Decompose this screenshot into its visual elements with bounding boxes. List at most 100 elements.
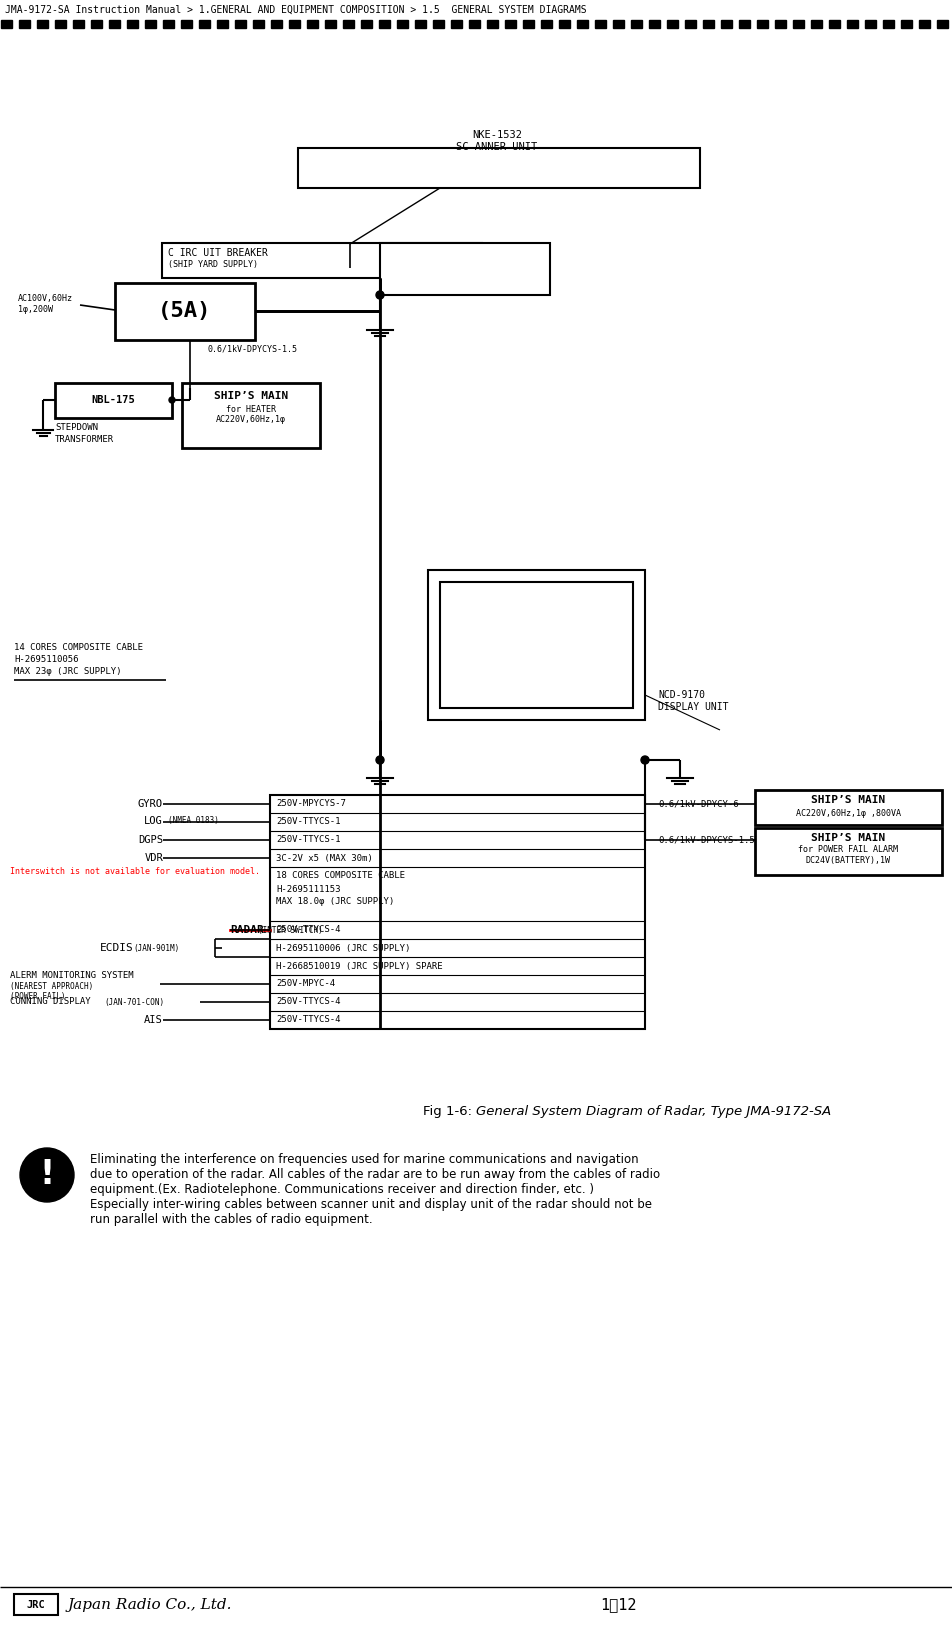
- Bar: [440, 582, 633, 708]
- Bar: [847, 20, 858, 28]
- Text: 250V-MPYCYS-7: 250V-MPYCYS-7: [276, 800, 346, 809]
- Text: 18 CORES COMPOSITE CABLE: 18 CORES COMPOSITE CABLE: [276, 871, 405, 881]
- Bar: [271, 20, 282, 28]
- Text: for HEATER: for HEATER: [226, 405, 276, 413]
- Bar: [469, 20, 480, 28]
- Text: RADAR: RADAR: [230, 925, 264, 934]
- Text: ALERM MONITORING SYSTEM: ALERM MONITORING SYSTEM: [10, 970, 133, 980]
- Text: DGPS: DGPS: [138, 835, 163, 845]
- Circle shape: [641, 756, 649, 764]
- Text: JMA-9172-SA Instruction Manual > 1.GENERAL AND EQUIPMENT COMPOSITION > 1.5  GENE: JMA-9172-SA Instruction Manual > 1.GENER…: [5, 5, 586, 15]
- Bar: [145, 20, 156, 28]
- Text: 250V-TTYCS-1: 250V-TTYCS-1: [276, 835, 341, 845]
- Text: Especially inter-wiring cables between scanner unit and display unit of the rada: Especially inter-wiring cables between s…: [90, 1198, 652, 1211]
- Text: ECDIS: ECDIS: [100, 942, 133, 952]
- Bar: [14, 1594, 58, 1615]
- Bar: [685, 20, 696, 28]
- Bar: [325, 20, 336, 28]
- Text: General System Diagram of Radar, Type JMA-9172-SA: General System Diagram of Radar, Type JM…: [476, 1105, 831, 1118]
- Text: (5A): (5A): [158, 301, 211, 322]
- Text: 1－12: 1－12: [600, 1597, 637, 1612]
- Text: 0.6/1kV-DPYCYS-1.5: 0.6/1kV-DPYCYS-1.5: [207, 344, 297, 354]
- Bar: [307, 20, 318, 28]
- Text: 250V-MPYC-4: 250V-MPYC-4: [276, 980, 335, 988]
- Bar: [433, 20, 444, 28]
- Bar: [253, 20, 264, 28]
- Bar: [901, 20, 912, 28]
- Bar: [577, 20, 588, 28]
- Bar: [55, 20, 66, 28]
- Text: STEPDOWN: STEPDOWN: [55, 424, 98, 432]
- Bar: [595, 20, 606, 28]
- Text: GYRO: GYRO: [138, 800, 163, 809]
- Bar: [380, 244, 550, 296]
- Text: (JAN-701-CON): (JAN-701-CON): [104, 998, 164, 1006]
- Bar: [541, 20, 552, 28]
- Bar: [757, 20, 768, 28]
- Bar: [649, 20, 660, 28]
- Bar: [289, 20, 300, 28]
- Text: 250V-TTYCS-1: 250V-TTYCS-1: [276, 817, 341, 827]
- Text: VDR: VDR: [145, 853, 163, 863]
- Text: for POWER FAIL ALARM: for POWER FAIL ALARM: [798, 845, 898, 855]
- Text: due to operation of the radar. All cables of the radar are to be run away from t: due to operation of the radar. All cable…: [90, 1168, 660, 1181]
- Bar: [37, 20, 48, 28]
- Text: 250V-TTYCS-4: 250V-TTYCS-4: [276, 1016, 341, 1024]
- Bar: [415, 20, 426, 28]
- Text: equipment.(Ex. Radiotelephone. Communications receiver and direction finder, etc: equipment.(Ex. Radiotelephone. Communica…: [90, 1183, 594, 1196]
- Bar: [739, 20, 750, 28]
- Bar: [919, 20, 930, 28]
- Text: (POWER FAIL): (POWER FAIL): [10, 993, 66, 1001]
- Text: (NEAREST APPROACH): (NEAREST APPROACH): [10, 983, 93, 991]
- Bar: [1, 20, 12, 28]
- Bar: [631, 20, 642, 28]
- Text: Fig 1-6:: Fig 1-6:: [423, 1105, 476, 1118]
- Text: SC ANNER UNIT: SC ANNER UNIT: [456, 141, 538, 153]
- Bar: [755, 790, 942, 826]
- Bar: [559, 20, 570, 28]
- Text: H-2695110056: H-2695110056: [14, 655, 78, 665]
- Bar: [109, 20, 120, 28]
- Text: 0.6/1kV-DPYCYS-1.5: 0.6/1kV-DPYCYS-1.5: [658, 835, 755, 845]
- Text: 250V-TTYCS-4: 250V-TTYCS-4: [276, 926, 341, 934]
- Bar: [55, 384, 172, 418]
- Bar: [937, 20, 948, 28]
- Text: !: !: [39, 1159, 54, 1191]
- Text: DC24V(BATTERY),1W: DC24V(BATTERY),1W: [805, 856, 890, 866]
- Text: MAX 23φ (JRC SUPPLY): MAX 23φ (JRC SUPPLY): [14, 668, 122, 676]
- Bar: [667, 20, 678, 28]
- Bar: [270, 795, 645, 1029]
- Text: MAX 18.0φ (JRC SUPPLY): MAX 18.0φ (JRC SUPPLY): [276, 897, 394, 907]
- Text: AIS: AIS: [145, 1016, 163, 1025]
- Bar: [361, 20, 372, 28]
- Text: (SHIP YARD SUPPLY): (SHIP YARD SUPPLY): [168, 260, 258, 270]
- Text: (INTER SWITCH): (INTER SWITCH): [258, 926, 323, 934]
- Bar: [865, 20, 876, 28]
- Circle shape: [376, 756, 384, 764]
- Bar: [298, 148, 700, 188]
- Bar: [775, 20, 786, 28]
- Text: NBL-175: NBL-175: [91, 395, 135, 405]
- Bar: [505, 20, 516, 28]
- Text: AC220V,60Hz,1φ ,800VA: AC220V,60Hz,1φ ,800VA: [796, 809, 901, 817]
- Text: CONNING DISPLAY: CONNING DISPLAY: [10, 998, 90, 1006]
- Text: H-2668510019 (JRC SUPPLY) SPARE: H-2668510019 (JRC SUPPLY) SPARE: [276, 962, 443, 970]
- Text: H-2695110006 (JRC SUPPLY): H-2695110006 (JRC SUPPLY): [276, 944, 410, 952]
- Bar: [343, 20, 354, 28]
- Bar: [829, 20, 840, 28]
- Text: SHIP’S MAIN: SHIP’S MAIN: [811, 795, 885, 804]
- Bar: [182, 384, 320, 449]
- Bar: [162, 244, 482, 278]
- Bar: [451, 20, 462, 28]
- Bar: [235, 20, 246, 28]
- Bar: [703, 20, 714, 28]
- Bar: [199, 20, 210, 28]
- Text: TRANSFORMER: TRANSFORMER: [55, 436, 114, 445]
- Circle shape: [20, 1147, 74, 1202]
- Bar: [523, 20, 534, 28]
- Text: H-2695111153: H-2695111153: [276, 884, 341, 894]
- Bar: [19, 20, 30, 28]
- Bar: [217, 20, 228, 28]
- Bar: [115, 283, 255, 340]
- Text: NKE-1532: NKE-1532: [472, 130, 522, 140]
